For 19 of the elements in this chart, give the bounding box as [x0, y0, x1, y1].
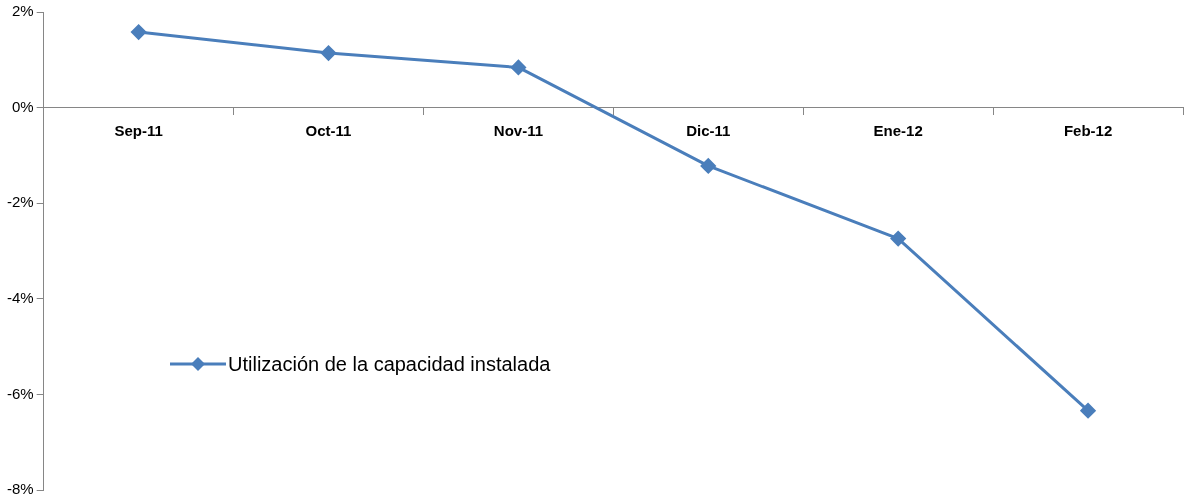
x-tick-label: Feb-12 [1063, 121, 1113, 139]
y-tick-label: -6% [6, 384, 34, 402]
y-tick-label: -4% [6, 288, 34, 306]
point [321, 45, 337, 61]
x-tick-label: Ene-12 [873, 121, 923, 139]
legend-label: Utilización de la capacidad instalada [228, 352, 551, 376]
point [1080, 403, 1096, 419]
x-tick-label: Dic-11 [686, 121, 731, 139]
x-tick-label: Nov-11 [493, 121, 543, 139]
point [700, 158, 716, 174]
y-tick-label: -8% [6, 480, 34, 498]
point [131, 24, 147, 40]
x-tick-label: Sep-11 [114, 121, 163, 139]
y-tick-label: -2% [6, 193, 34, 211]
y-tick-label: 0% [11, 97, 34, 115]
point [510, 59, 526, 75]
point [890, 231, 906, 247]
y-tick-label: 2% [11, 2, 34, 20]
x-tick-label: Oct-11 [305, 121, 352, 139]
